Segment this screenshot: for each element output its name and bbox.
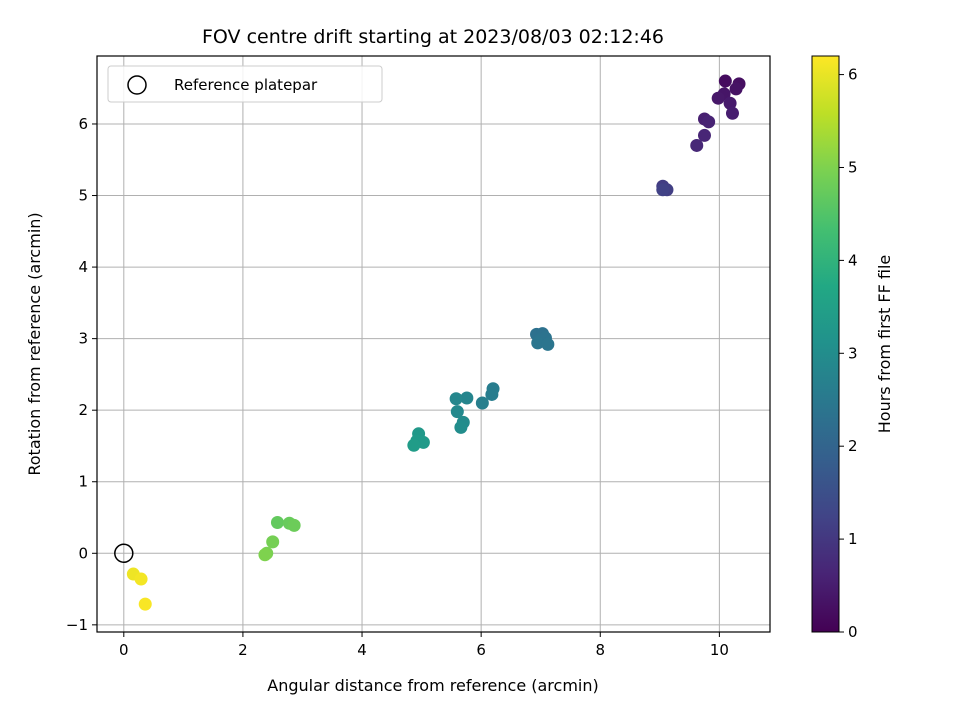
data-point — [287, 518, 301, 532]
x-axis-ticks: 0 2 4 6 8 10 — [119, 632, 729, 659]
data-point — [485, 387, 499, 401]
y-tick-label: 0 — [78, 544, 88, 562]
data-point — [541, 337, 555, 351]
data-points — [126, 74, 746, 611]
colorbar-tick-label: 4 — [848, 251, 858, 269]
x-tick-label: 4 — [357, 641, 367, 659]
colorbar-tick-label: 0 — [848, 623, 858, 641]
y-tick-label: 6 — [78, 115, 88, 133]
data-point — [450, 405, 464, 419]
data-point — [718, 74, 732, 88]
legend-label: Reference platepar — [174, 76, 318, 94]
data-point — [690, 138, 704, 152]
colorbar-tick-label: 2 — [848, 437, 858, 455]
data-point — [449, 392, 463, 406]
chart-title: FOV centre drift starting at 2023/08/03 … — [202, 26, 664, 48]
data-point — [702, 115, 716, 129]
data-point — [134, 572, 148, 586]
colorbar-tick-label: 6 — [848, 66, 858, 84]
colorbar-ticks: 0 1 2 3 4 5 6 — [839, 66, 858, 641]
colorbar-tick-label: 5 — [848, 158, 858, 176]
data-point — [454, 420, 468, 434]
x-tick-label: 6 — [476, 641, 486, 659]
legend: Reference platepar — [107, 65, 383, 103]
data-point — [711, 91, 725, 105]
data-point — [270, 516, 284, 530]
y-tick-label: 5 — [78, 187, 88, 205]
legend-marker — [127, 75, 147, 95]
data-point — [258, 548, 272, 562]
x-tick-label: 2 — [238, 641, 248, 659]
data-point — [475, 396, 489, 410]
data-point — [723, 96, 737, 110]
data-point — [729, 82, 743, 96]
x-axis-label: Angular distance from reference (arcmin) — [267, 676, 598, 695]
colorbar — [811, 55, 840, 633]
y-tick-label: 2 — [78, 401, 88, 419]
colorbar-tick-label: 1 — [848, 530, 858, 548]
data-point — [266, 535, 280, 549]
data-point — [656, 183, 670, 197]
data-point — [697, 128, 711, 142]
grid-lines — [97, 56, 770, 632]
x-tick-label: 8 — [595, 641, 605, 659]
x-tick-label: 0 — [119, 641, 129, 659]
data-point — [460, 391, 474, 405]
plot-frame — [96, 55, 771, 633]
data-point — [138, 597, 152, 611]
data-point — [407, 438, 421, 452]
data-point — [531, 336, 545, 350]
y-tick-label: −1 — [66, 616, 88, 634]
y-axis-label: Rotation from reference (arcmin) — [25, 212, 44, 475]
reference-platepar-marker — [114, 543, 134, 564]
x-tick-label: 10 — [710, 641, 729, 659]
colorbar-label: Hours from first FF file — [875, 255, 894, 434]
data-point — [725, 106, 739, 120]
y-axis-ticks: −1 0 1 2 3 4 5 6 — [66, 115, 97, 634]
y-tick-label: 1 — [78, 473, 88, 491]
y-tick-label: 4 — [78, 258, 88, 276]
y-tick-label: 3 — [78, 330, 88, 348]
colorbar-tick-label: 3 — [848, 344, 858, 362]
legend-box — [107, 65, 383, 103]
